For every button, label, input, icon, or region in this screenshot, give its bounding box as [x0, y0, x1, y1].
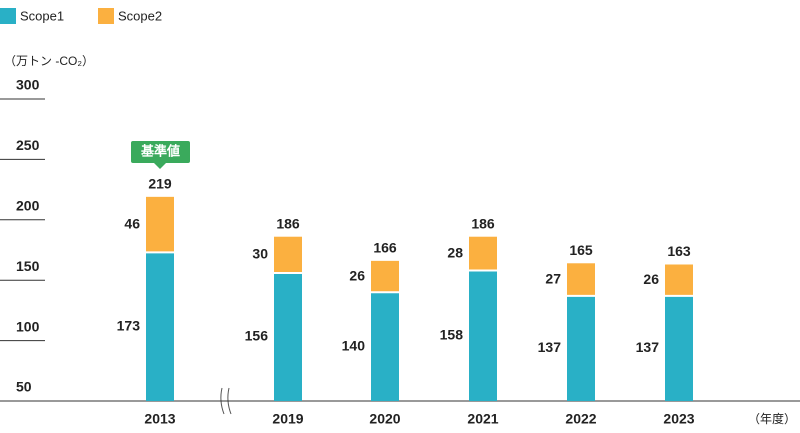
annotation-badge: 基準値: [131, 141, 190, 169]
total-label: 166: [373, 240, 397, 256]
y-tick-label: 200: [16, 198, 40, 214]
total-label: 163: [667, 243, 691, 259]
value-label: 26: [349, 267, 365, 283]
value-label: 46: [124, 215, 140, 231]
bar-segment: [665, 295, 693, 401]
x-tick-label: 2023: [663, 411, 694, 427]
bar-segment: [146, 196, 174, 253]
y-axis-label: （万トン -CO₂）: [4, 54, 94, 68]
bar-segment: [567, 263, 595, 296]
bar-segment: [665, 264, 693, 296]
value-label: 158: [440, 326, 464, 342]
y-tick-label: 250: [16, 137, 40, 153]
bar-segment: [146, 252, 174, 401]
total-label: 219: [148, 176, 172, 192]
y-tick-label: 300: [16, 77, 40, 93]
legend-label: Scope1: [20, 8, 64, 23]
bar-segment: [469, 236, 497, 271]
bar-segment: [469, 270, 497, 401]
value-label: 137: [636, 339, 660, 355]
legend-swatch: [98, 8, 114, 24]
value-label: 30: [252, 246, 268, 262]
bar-segment: [371, 292, 399, 401]
bar-segment: [274, 236, 302, 273]
y-tick-label: 100: [16, 318, 40, 334]
bar-segment: [371, 260, 399, 293]
value-label: 156: [245, 328, 269, 344]
value-label: 26: [643, 271, 659, 287]
y-tick-label: 150: [16, 258, 40, 274]
x-axis-unit: （年度）: [748, 411, 796, 426]
total-label: 165: [569, 242, 593, 258]
x-tick-label: 2013: [144, 411, 175, 427]
bar-segment: [567, 295, 595, 401]
x-tick-label: 2021: [467, 411, 498, 427]
value-label: 137: [538, 339, 562, 355]
legend-label: Scope2: [118, 8, 162, 23]
total-label: 186: [276, 215, 300, 231]
x-tick-label: 2020: [369, 411, 400, 427]
y-tick-label: 50: [16, 379, 32, 395]
value-label: 27: [545, 270, 561, 286]
value-label: 173: [117, 317, 141, 333]
annotation: 基準値: [140, 143, 180, 158]
legend-swatch: [0, 8, 16, 24]
value-label: 140: [342, 337, 366, 353]
x-tick-label: 2019: [272, 411, 303, 427]
bar-segment: [274, 272, 302, 401]
total-label: 186: [471, 215, 495, 231]
value-label: 28: [447, 244, 463, 260]
x-tick-label: 2022: [565, 411, 596, 427]
